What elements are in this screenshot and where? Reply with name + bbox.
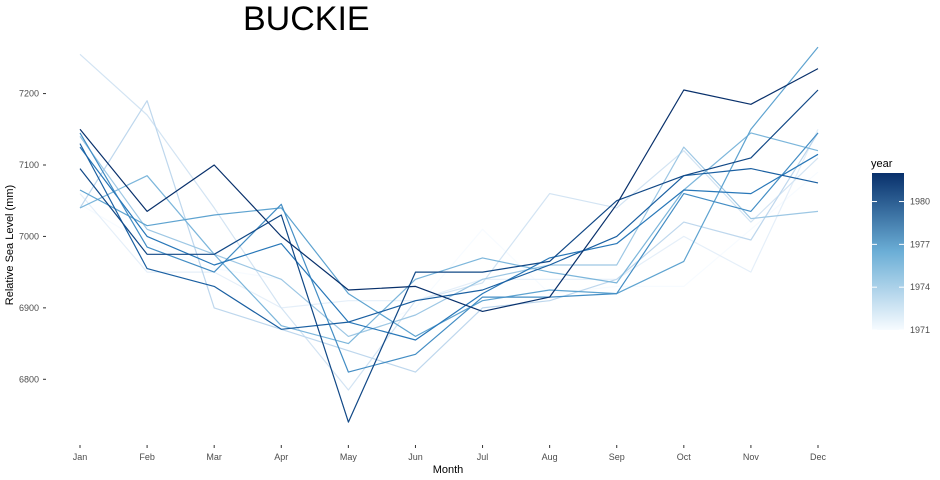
series-line-1980 [79, 143, 819, 330]
x-tick-label: Feb [139, 452, 155, 462]
x-tick-label: Aug [542, 452, 558, 462]
x-axis-title: Month [433, 464, 464, 476]
x-tick-label: Apr [274, 452, 288, 462]
x-axis: Jan Feb Mar Apr May Jun Jul Aug Sep Oct Nov Dec [73, 445, 827, 462]
x-tick-label: Oct [677, 452, 692, 462]
legend-tick-label: 1977 [910, 239, 930, 249]
series-line-1974 [79, 100, 819, 373]
series-line-1981 [79, 89, 819, 423]
y-axis: 6800 6900 7000 7100 7200 [19, 89, 46, 384]
series-line-1979 [79, 146, 819, 341]
legend-tick-label: 1971 [910, 325, 930, 335]
x-tick-label: Mar [206, 452, 222, 462]
series-line-1973 [79, 53, 819, 391]
y-tick-label: 6900 [19, 303, 39, 313]
chart-title: BUCKIE [243, 0, 370, 38]
x-tick-label: Dec [810, 452, 827, 462]
y-tick-label: 6800 [19, 374, 39, 384]
y-tick-label: 7000 [19, 231, 39, 241]
legend-title: year [871, 158, 893, 170]
legend-tick-label: 1974 [910, 282, 930, 292]
y-axis-title: Relative Sea Level (mm) [4, 185, 16, 305]
series-line-1975 [79, 136, 819, 337]
y-tick-label: 7100 [19, 160, 39, 170]
series-line-1978 [79, 132, 819, 373]
x-tick-label: May [340, 452, 358, 462]
x-tick-label: Nov [743, 452, 760, 462]
legend-tick-label: 1980 [910, 197, 930, 207]
y-tick-label: 7200 [19, 89, 39, 99]
legend-ticks: 1971 1974 1977 1980 [872, 197, 930, 335]
series-line-1982 [79, 68, 819, 312]
series-line-1976 [79, 132, 819, 345]
legend: year 1971 1974 1977 1980 [871, 158, 930, 335]
plot-lines [79, 46, 819, 423]
series-line-1977 [79, 46, 819, 337]
legend-colorbar [872, 173, 904, 330]
x-tick-label: Jun [408, 452, 423, 462]
x-tick-label: Sep [609, 452, 625, 462]
x-tick-label: Jan [73, 452, 88, 462]
x-tick-label: Jul [477, 452, 489, 462]
